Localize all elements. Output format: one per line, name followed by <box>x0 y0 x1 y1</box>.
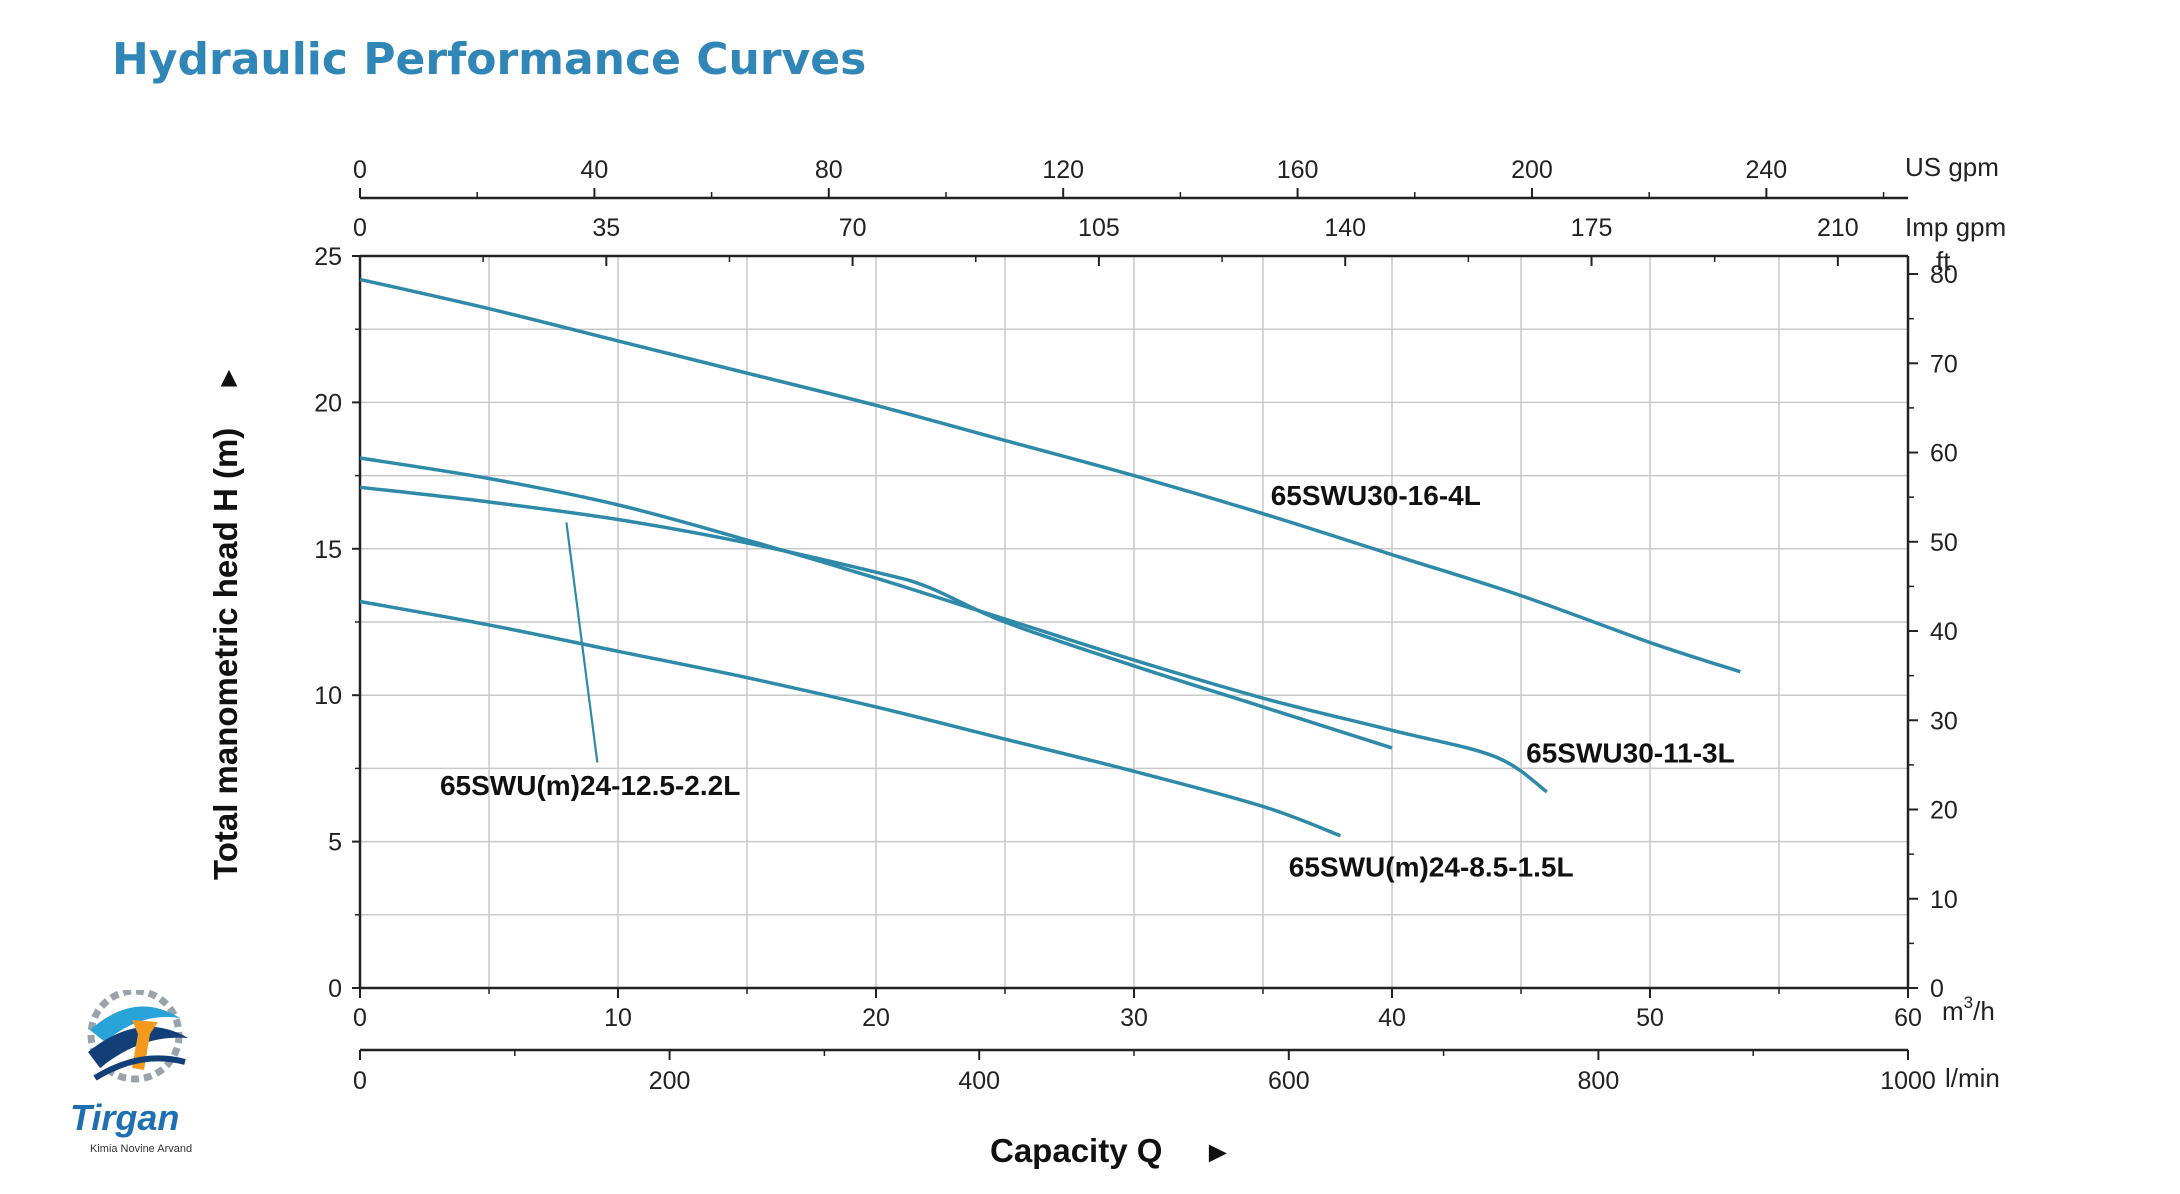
lpm-unit-label: l/min <box>1945 1063 2000 1093</box>
series-labels: 65SWU30-16-4L 65SWU30-11-3L 65SWU(m)24-12.… <box>440 480 1735 883</box>
us-gpm-tick-label: 160 <box>1277 156 1319 184</box>
ft-tick-label: 0 <box>1930 975 1944 1003</box>
x-unit-label: m3/h <box>1942 993 1995 1026</box>
y-tick-label: 5 <box>328 829 342 857</box>
ft-tick-label: 20 <box>1930 797 1958 825</box>
page-title: Hydraulic Performance Curves <box>112 34 867 85</box>
us-gpm-tick-label: 120 <box>1042 156 1084 184</box>
us-gpm-tick-label: 40 <box>580 156 608 184</box>
lpm-tick-label: 600 <box>1268 1067 1310 1095</box>
lpm-tick-label: 400 <box>958 1067 1000 1095</box>
x-axis-title: Capacity Q <box>990 1132 1162 1169</box>
ft-tick-label: 60 <box>1930 440 1958 468</box>
x-axis-arrow-icon: ► <box>1203 1136 1233 1169</box>
x-tick-label: 10 <box>604 1004 632 1032</box>
lpm-tick-label: 1000 <box>1880 1067 1936 1095</box>
y-tick-label: 10 <box>314 682 342 710</box>
y-tick-label: 0 <box>328 975 342 1003</box>
us-gpm-tick-label: 240 <box>1746 156 1788 184</box>
y-tick-label: 20 <box>314 389 342 417</box>
imp-gpm-tick-label: 70 <box>839 214 867 242</box>
tirgan-logo: Tirgan Kimia Novine Arvand <box>70 990 192 1155</box>
lpm-tick-label: 200 <box>649 1067 691 1095</box>
imp-gpm-tick-label: 0 <box>353 214 367 242</box>
us-gpm-tick-label: 0 <box>353 156 367 184</box>
ft-tick-label: 10 <box>1930 886 1958 914</box>
us-gpm-tick-label: 200 <box>1511 156 1553 184</box>
ft-unit-label: ft <box>1936 246 1951 276</box>
series-label-0: 65SWU30-16-4L <box>1271 480 1481 511</box>
ft-tick-label: 30 <box>1930 707 1958 735</box>
series-label-1: 65SWU30-11-3L <box>1526 738 1735 769</box>
imp-gpm-tick-label: 105 <box>1078 214 1120 242</box>
lpm-tick-label: 0 <box>353 1067 367 1095</box>
grid <box>360 256 1908 988</box>
imp-gpm-tick-label: 175 <box>1571 214 1613 242</box>
imp-gpm-unit-label: Imp gpm <box>1905 212 2006 242</box>
y-axis-title: Total manometric head H (m) <box>207 428 244 880</box>
ft-tick-label: 50 <box>1930 529 1958 557</box>
imp-gpm-tick-label: 35 <box>592 214 620 242</box>
y-tick-label: 25 <box>314 243 342 271</box>
ft-tick-label: 40 <box>1930 618 1958 646</box>
logo-brand-text: Tirgan <box>70 1097 179 1138</box>
series-label-2: 65SWU(m)24-12.5-2.2L <box>440 770 740 801</box>
logo-tagline-text: Kimia Novine Arvand <box>90 1143 192 1155</box>
y-tick-label: 15 <box>314 536 342 564</box>
imp-gpm-tick-label: 140 <box>1324 214 1366 242</box>
series-lines <box>359 277 1741 838</box>
series-label-3: 65SWU(m)24-8.5-1.5L <box>1289 852 1574 883</box>
x-tick-label: 20 <box>862 1004 890 1032</box>
ft-tick-label: 70 <box>1930 350 1958 378</box>
ft-tick-label: 80 <box>1930 261 1958 289</box>
x-tick-label: 60 <box>1894 1004 1922 1032</box>
y-axis-arrow-icon: ► <box>212 364 243 392</box>
us-gpm-unit-label: US gpm <box>1905 152 1999 182</box>
imp-gpm-tick-label: 210 <box>1817 214 1859 242</box>
axes <box>352 188 1918 1060</box>
lpm-tick-label: 800 <box>1578 1067 1620 1095</box>
x-tick-label: 50 <box>1636 1004 1664 1032</box>
x-tick-label: 30 <box>1120 1004 1148 1032</box>
x-tick-label: 40 <box>1378 1004 1406 1032</box>
series-line-2 <box>359 485 1393 750</box>
series-line-0 <box>359 277 1741 674</box>
series-line-3 <box>359 599 1342 838</box>
us-gpm-tick-label: 80 <box>815 156 843 184</box>
series-leader-line <box>565 522 599 763</box>
x-tick-label: 0 <box>353 1004 367 1032</box>
